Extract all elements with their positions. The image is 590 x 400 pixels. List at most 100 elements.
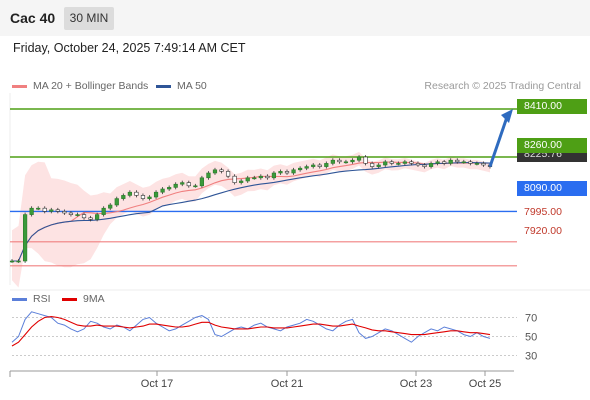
candle-body (167, 187, 172, 190)
candle-body (160, 188, 165, 193)
candle-body (121, 195, 126, 199)
level-label-s2: 7995.00 (524, 206, 562, 218)
candle-body (284, 171, 290, 174)
candle-body (474, 163, 480, 165)
timeframe-button[interactable]: 30 MIN (64, 7, 114, 30)
candle-body (468, 161, 473, 164)
candle-body (108, 204, 113, 209)
x-tick-label: Oct 17 (141, 378, 173, 390)
candle-body (278, 171, 283, 174)
candle-body (317, 164, 322, 167)
candle-body (219, 169, 224, 172)
ma50-swatch (156, 84, 171, 88)
candle-body (448, 159, 453, 164)
candle-body (173, 183, 178, 188)
candle-body (396, 163, 401, 165)
candle-body (383, 161, 388, 166)
candle-body (127, 191, 132, 196)
candle-body (180, 182, 185, 185)
candle-body (75, 214, 80, 216)
legend-rsi: RSI (12, 293, 51, 305)
candle-body (481, 163, 486, 166)
ma9-swatch (62, 297, 77, 301)
candle-body (232, 175, 237, 183)
candle-body (291, 169, 296, 174)
candle-body (258, 175, 263, 179)
projection-arrow (488, 116, 509, 168)
candle-body (461, 161, 466, 164)
ma50-line (12, 162, 491, 262)
candle-body (239, 180, 244, 183)
candle-body (389, 161, 394, 164)
rsi-ma-line (11, 316, 491, 347)
candle-body (9, 260, 15, 263)
candle-body (29, 207, 34, 215)
rsi-line (11, 311, 491, 343)
candle-body (81, 214, 87, 219)
candle-body (245, 177, 250, 182)
candle-body (134, 191, 139, 196)
candle-body (16, 260, 21, 263)
candle-body (153, 191, 159, 198)
candle-body (356, 156, 362, 161)
candle-body (147, 196, 152, 199)
bollinger-band (12, 151, 490, 288)
ma20-swatch (12, 84, 27, 88)
level-label-r1: 8260.00 (517, 138, 587, 153)
legend-ma50: MA 50 (156, 80, 207, 92)
candle-body (55, 209, 60, 212)
ma20-label: MA 20 + Bollinger Bands (33, 80, 149, 92)
ma50-label: MA 50 (177, 80, 207, 92)
candle-body (88, 217, 93, 220)
candle-body (324, 163, 329, 167)
candle-body (68, 212, 74, 215)
level-label-s3: 7920.00 (524, 225, 562, 237)
candle-body (428, 163, 434, 167)
candle-body (271, 172, 277, 179)
candle-body (114, 198, 119, 206)
rsi-swatch (12, 297, 27, 301)
rsi-tick-label: 30 (525, 351, 537, 363)
candle-body (95, 214, 100, 220)
candle-body (415, 163, 421, 166)
candle-body (101, 207, 106, 215)
candle-body (343, 161, 349, 164)
candle-body (363, 156, 368, 164)
candle-body (330, 159, 335, 164)
credit-text: Research © 2025 Trading Central (424, 80, 581, 92)
x-tick-label: Oct 23 (400, 378, 432, 390)
candle-body (62, 211, 67, 214)
candle-body (370, 163, 375, 167)
legend-9ma: 9MA (62, 293, 105, 305)
candle-body (265, 175, 270, 179)
candle-body (252, 177, 257, 180)
chart-datetime: Friday, October 24, 2025 7:49:14 AM CET (13, 41, 246, 55)
rsi-tick-label: 50 (525, 332, 537, 344)
candle-body (376, 164, 381, 167)
candle-body (422, 164, 427, 167)
candle-body (212, 169, 218, 174)
instrument-title: Cac 40 (10, 10, 56, 26)
candle-body (298, 167, 303, 171)
rsi-tick-label: 70 (525, 313, 537, 325)
candle-body (22, 214, 28, 262)
candle-body (409, 161, 414, 164)
level-label-s1: 8090.00 (517, 181, 587, 196)
candle-body (49, 209, 54, 212)
candle-body (193, 185, 198, 188)
candle-body (442, 161, 447, 164)
candle-body (36, 207, 41, 210)
legend-ma20: MA 20 + Bollinger Bands (12, 80, 148, 92)
candle-body (304, 166, 309, 169)
candle-body (350, 159, 355, 163)
candle-body (402, 161, 407, 164)
candle-body (311, 164, 316, 167)
x-tick-label: Oct 21 (271, 378, 303, 390)
candle-body (337, 159, 342, 163)
candle-body (42, 207, 47, 212)
rsi-label: RSI (33, 293, 51, 305)
x-tick-label: Oct 25 (469, 378, 501, 390)
projection-arrow-head (501, 109, 513, 123)
candle-body (186, 182, 191, 187)
